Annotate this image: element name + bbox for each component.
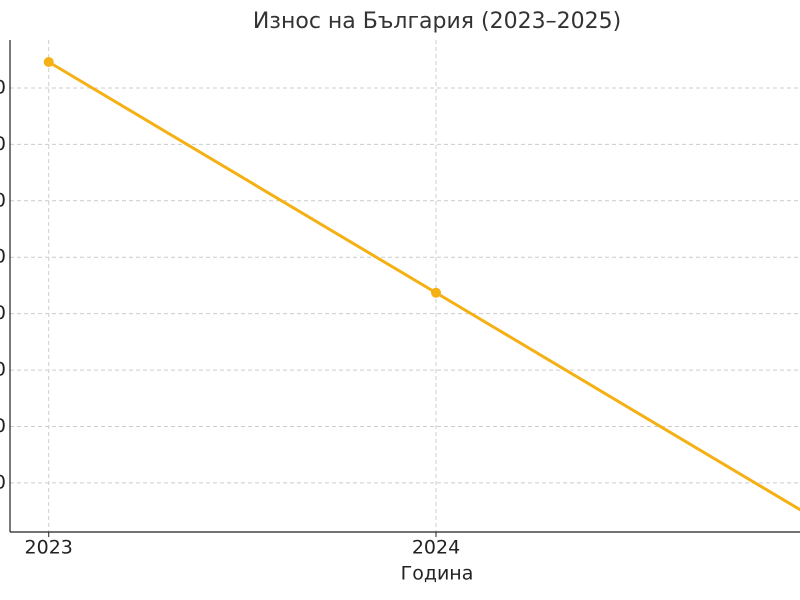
y-tick-label: 40 <box>0 302 6 324</box>
y-tick-label: 80 <box>0 76 6 98</box>
y-tick-label: 70 <box>0 133 6 155</box>
y-tick-label: 60 <box>0 189 6 211</box>
y-tick-label: 50 <box>0 246 6 268</box>
y-tick-label: 30 <box>0 359 6 381</box>
x-axis-label: Година <box>401 563 474 585</box>
point <box>43 57 54 68</box>
point <box>431 287 441 298</box>
line <box>47 60 800 512</box>
y-tick-label: 10 <box>0 471 6 493</box>
chart-title: Износ на България (2023–2025) <box>253 9 621 34</box>
x-tick-label: 2023 <box>25 537 73 559</box>
x-tick-label: 2024 <box>412 537 460 559</box>
y-tick-label: 20 <box>0 415 6 437</box>
